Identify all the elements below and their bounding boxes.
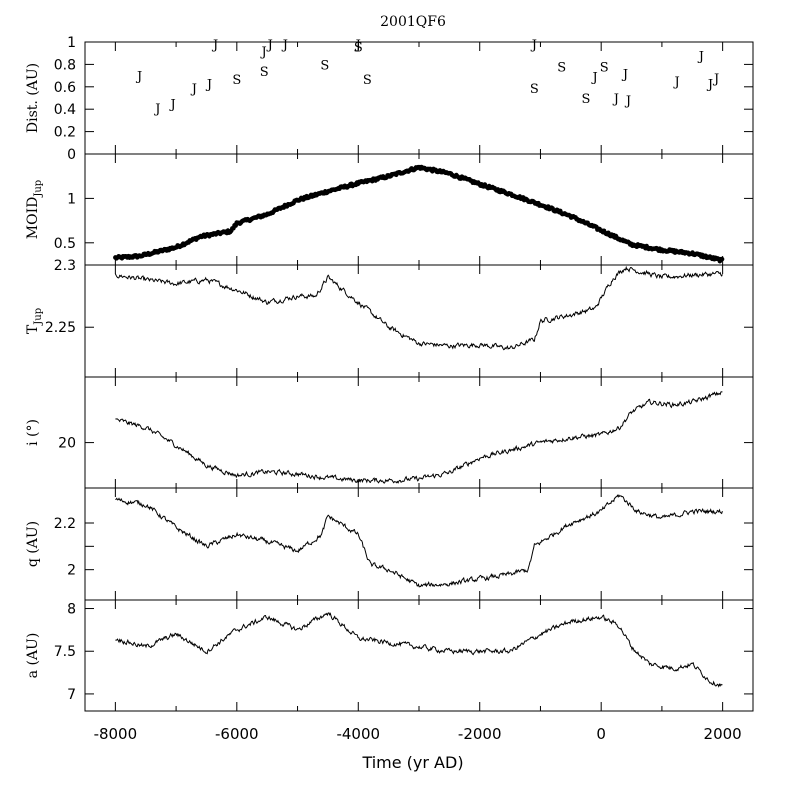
y-tick-label: 0.8 [54,57,76,73]
approach-marker-J: J [672,75,679,90]
y-tick-label: 0.2 [54,125,76,141]
approach-marker-S: S [600,61,609,76]
x-tick-label: -8000 [94,725,138,743]
approach-marker-J: J [168,98,175,113]
y-tick-label: 2.3 [54,258,76,274]
x-tick-label: 2000 [704,725,742,743]
y-tick-label: 0.4 [54,102,76,118]
y-axis-label: i (°) [25,419,41,446]
panel-inclination: 20 i (°) [25,376,754,489]
y-tick-label: 7 [67,687,76,703]
y-tick-label: 20 [58,436,76,452]
y-axis-label: MOIDJup [25,180,44,239]
x-tick-label: -4000 [336,725,380,743]
moid-point [719,256,725,262]
y-tick-label: 2.2 [54,516,76,532]
chart-title: 2001QF6 [380,14,446,30]
approach-marker-S: S [354,40,363,55]
x-tick-label: -6000 [215,725,259,743]
panel-frame [84,41,754,155]
x-axis-label: Time (yr AD) [361,753,463,772]
y-tick-label: 7.5 [54,644,76,660]
y-axis-label: Dist. (AU) [25,63,41,133]
approach-marker-S: S [320,58,329,73]
approach-marker-J: J [530,38,537,53]
x-tick-label: -2000 [458,725,502,743]
approach-marker-S: S [557,61,566,76]
y-tick-label: 1 [67,191,76,207]
panel-moid: 0.5 1 MOIDJup [25,153,754,266]
panel-perihelion: 2 2.2 q (AU) [25,487,754,601]
y-tick-label: 2.25 [45,320,76,336]
approach-marker-J: J [624,94,631,109]
panel-frame [84,376,754,489]
panel-frame [84,487,754,601]
y-tick-label: 1 [67,35,76,51]
approach-marker-J: J [621,67,628,82]
panel-tisserand: 2.25 2.3 TJup [25,258,754,378]
approach-marker-J: J [266,38,273,53]
y-tick-label: 2 [67,563,76,579]
y-tick-label: 0 [67,147,76,163]
panel-semimajor: 7 7.5 8 a (AU) -8000 -6000 -4000 -2000 0 2000 [25,599,754,743]
y-axis-label: q (AU) [25,521,41,567]
approach-marker-J: J [260,45,267,60]
approach-marker-S: S [232,73,241,88]
y-tick-label: 0.6 [54,80,76,96]
approach-marker-J: J [712,72,719,87]
approach-marker-S: S [260,65,269,80]
y-axis-label: TJup [25,308,44,334]
tisserand-series-line [114,265,723,351]
approach-marker-J: J [153,102,160,117]
y-axis-label: a (AU) [25,633,41,679]
perihelion-series-line [115,494,723,588]
approach-marker-J: J [697,49,704,64]
approach-marker-J: J [590,71,597,86]
approach-marker-S: S [582,92,591,107]
approach-marker-J: J [281,38,288,53]
y-tick-label: 8 [67,602,76,618]
panel-frame [84,264,754,378]
approach-marker-S: S [530,82,539,97]
x-tick-label: 0 [596,725,606,743]
approach-marker-J: J [706,77,713,92]
approach-marker-S: S [363,73,372,88]
approach-marker-J: J [612,92,619,107]
approach-marker-J: J [190,82,197,97]
approach-marker-J: J [205,77,212,92]
inclination-series-line [115,391,723,484]
approach-marker-J: J [354,38,361,53]
y-tick-label: 0.5 [54,236,76,252]
semimajor-series-line [115,612,723,688]
panel-frame [84,599,754,712]
approach-marker-J: J [135,70,142,85]
approach-marker-J: J [211,38,218,53]
